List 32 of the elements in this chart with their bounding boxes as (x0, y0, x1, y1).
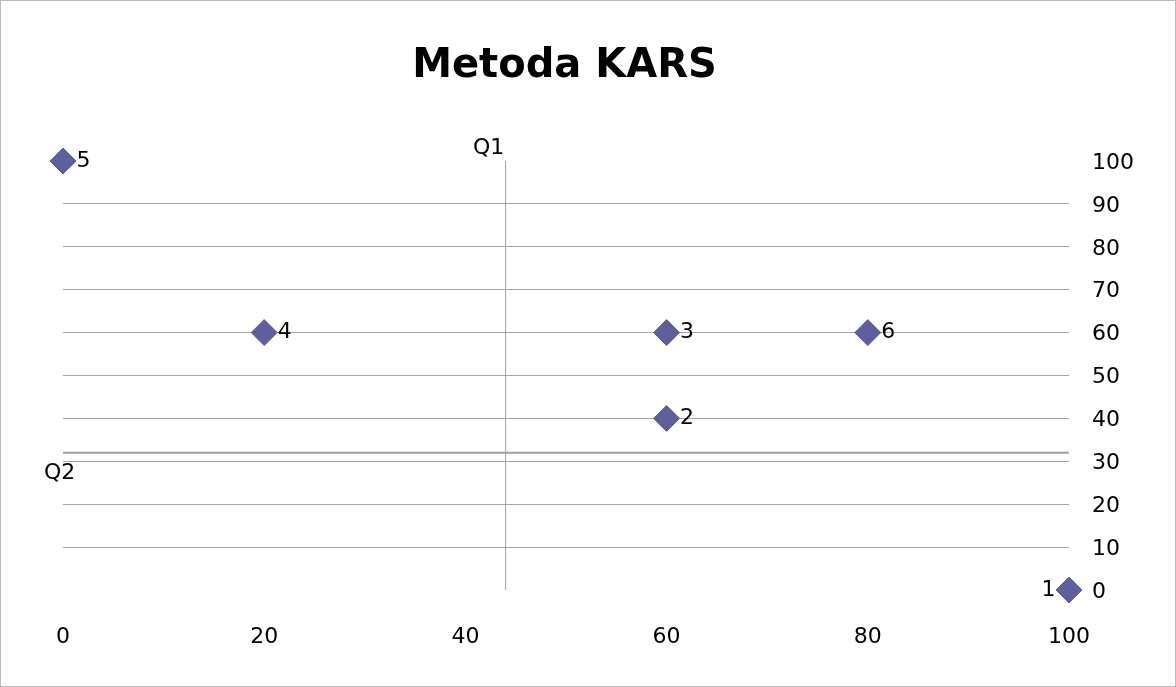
y-tick-label: 20 (1092, 491, 1120, 517)
point (250, 319, 278, 347)
x-tick-label: 40 (451, 623, 480, 648)
chart-title: Metoda KARS (412, 39, 717, 86)
ref-line-label: Q1 (473, 134, 505, 159)
point (653, 404, 681, 432)
series-label: 1 (1041, 575, 1056, 601)
series-label: 2 (680, 403, 695, 429)
y-tick-label: 90 (1092, 191, 1120, 217)
ref-line-label: Q2 (44, 459, 76, 484)
x-tick-label: 60 (652, 623, 681, 648)
point (653, 319, 681, 347)
y-tick-label: 40 (1092, 406, 1120, 432)
x-tick-label: 100 (1048, 623, 1090, 648)
y-tick-label: 50 (1092, 363, 1120, 389)
series-label: 5 (76, 146, 91, 172)
y-tick-label: 80 (1092, 234, 1120, 260)
x-tick-label: 20 (250, 623, 279, 648)
x-tick-label: 0 (56, 623, 70, 648)
y-tick-label: 60 (1092, 320, 1120, 346)
point (49, 147, 77, 175)
y-tick-label: 30 (1092, 449, 1120, 474)
series-label: 4 (277, 318, 292, 344)
series-label: 3 (680, 318, 695, 344)
x-tick-label: 80 (853, 623, 882, 648)
y-tick-label: 0 (1092, 577, 1106, 603)
series-label: 6 (881, 318, 896, 344)
point (1055, 576, 1083, 604)
y-tick-label: 10 (1092, 534, 1120, 560)
y-tick-label: 100 (1092, 148, 1134, 174)
y-tick-label: 70 (1092, 277, 1120, 303)
point (854, 319, 882, 347)
